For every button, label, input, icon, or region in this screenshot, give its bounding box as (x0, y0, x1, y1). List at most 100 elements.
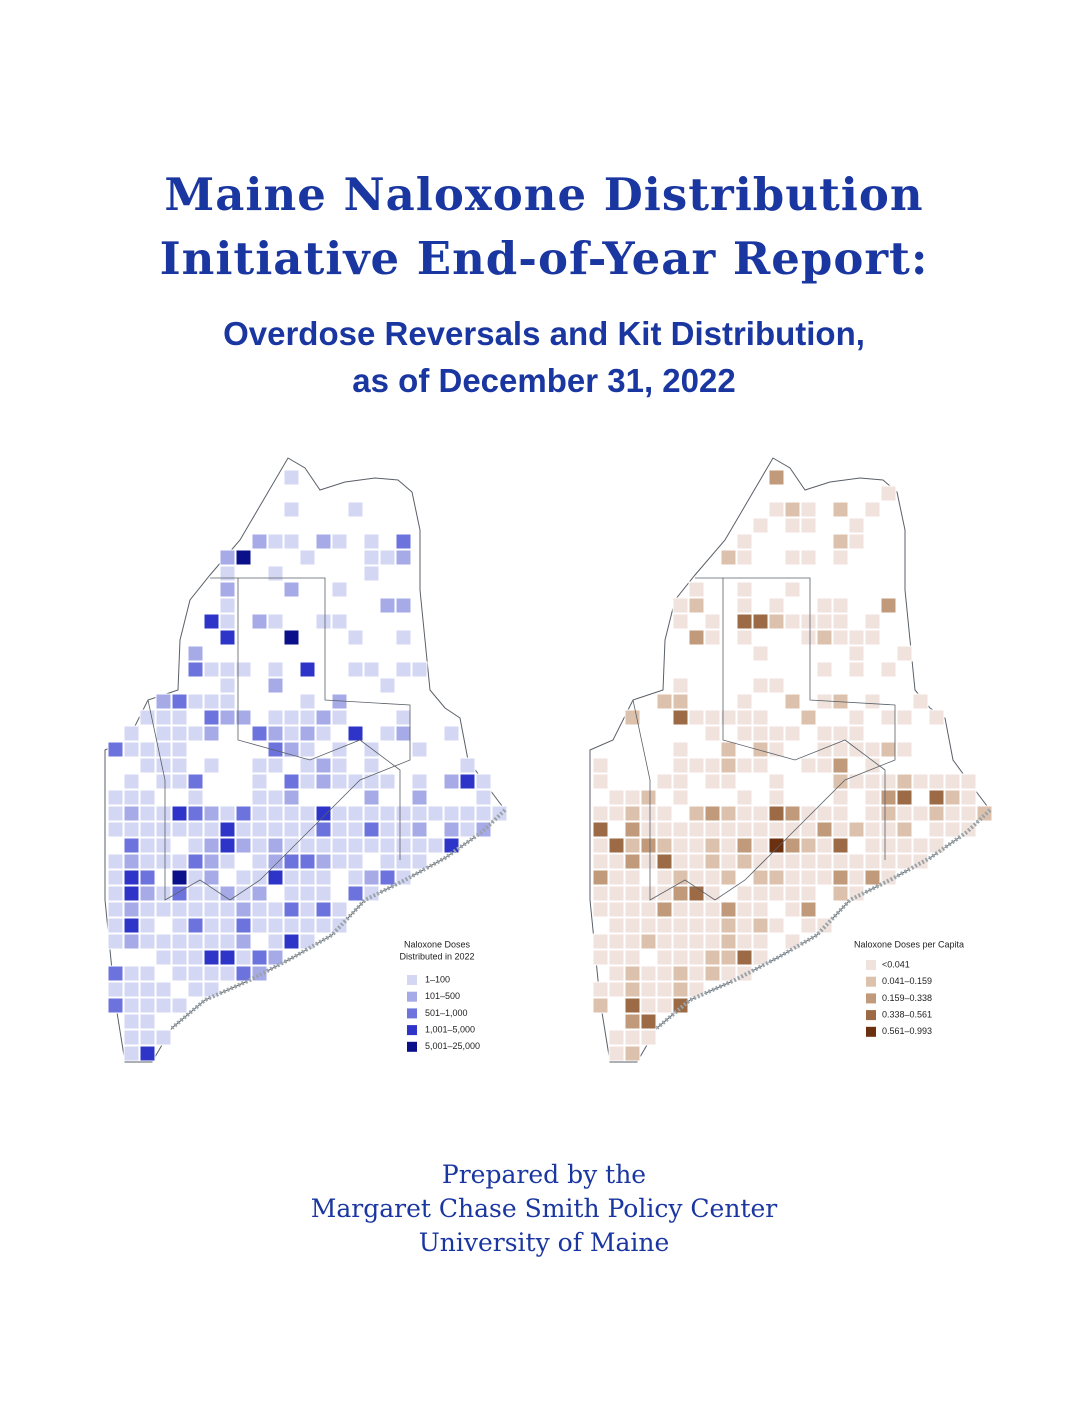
town (704, 725, 721, 742)
town (736, 789, 753, 806)
town (688, 885, 705, 902)
town (832, 501, 849, 518)
town (283, 469, 300, 486)
town (363, 565, 380, 582)
town (171, 693, 188, 710)
town (235, 661, 252, 678)
town (736, 613, 753, 630)
county-lines (632, 577, 896, 901)
coast (170, 808, 507, 1030)
town (704, 773, 721, 790)
town (411, 773, 428, 790)
town (171, 805, 188, 822)
town (187, 693, 204, 710)
town (864, 773, 881, 790)
town (171, 725, 188, 742)
town (912, 853, 929, 870)
town (704, 821, 721, 838)
town (592, 997, 609, 1014)
town (800, 517, 817, 534)
town (672, 693, 689, 710)
town (267, 565, 284, 582)
town (315, 773, 332, 790)
town (155, 885, 172, 902)
town (219, 693, 236, 710)
town (656, 965, 673, 982)
town (107, 917, 124, 934)
town (672, 837, 689, 854)
town (139, 901, 156, 918)
town (283, 709, 300, 726)
town (832, 773, 849, 790)
legend-swatch (866, 1026, 876, 1037)
town (123, 965, 140, 982)
town (800, 837, 817, 854)
town (848, 517, 865, 534)
town (896, 853, 913, 870)
town (864, 693, 881, 710)
town (171, 869, 188, 886)
town (688, 629, 705, 646)
town (219, 565, 236, 582)
town (752, 725, 769, 742)
legend-swatch (407, 975, 417, 985)
town (139, 965, 156, 982)
town (736, 885, 753, 902)
town (299, 741, 316, 758)
town (688, 597, 705, 614)
town (864, 837, 881, 854)
prepared-line: Prepared by the (442, 1160, 646, 1189)
town (203, 725, 220, 742)
town (832, 853, 849, 870)
town (704, 917, 721, 934)
town (608, 789, 625, 806)
town (704, 613, 721, 630)
town (720, 933, 737, 950)
town (880, 485, 897, 502)
town (592, 901, 609, 918)
town (331, 581, 348, 598)
town (944, 805, 961, 822)
town (363, 805, 380, 822)
town (720, 901, 737, 918)
town (640, 901, 657, 918)
town (672, 965, 689, 982)
town (219, 549, 236, 566)
town (219, 949, 236, 966)
town (880, 837, 897, 854)
town (315, 869, 332, 886)
town (736, 853, 753, 870)
town (688, 757, 705, 774)
town (880, 789, 897, 806)
town (283, 805, 300, 822)
town (832, 869, 849, 886)
town (896, 789, 913, 806)
town (864, 629, 881, 646)
town (363, 773, 380, 790)
town (283, 885, 300, 902)
town (816, 805, 833, 822)
town (624, 949, 641, 966)
town (960, 773, 977, 790)
town (880, 805, 897, 822)
town (736, 757, 753, 774)
town (608, 869, 625, 886)
town (656, 853, 673, 870)
town (656, 869, 673, 886)
town (395, 597, 412, 614)
town (832, 805, 849, 822)
town (283, 629, 300, 646)
town (880, 709, 897, 726)
town (443, 725, 460, 742)
town (411, 805, 428, 822)
town (235, 917, 252, 934)
town (315, 837, 332, 854)
town (656, 885, 673, 902)
legend-label: 101–500 (425, 991, 460, 1001)
town (624, 917, 641, 934)
legend: Naloxone Doses per Capita <0.041 0.041–0.1… (854, 939, 964, 1037)
town (331, 901, 348, 918)
town (752, 677, 769, 694)
town (139, 789, 156, 806)
town (784, 517, 801, 534)
